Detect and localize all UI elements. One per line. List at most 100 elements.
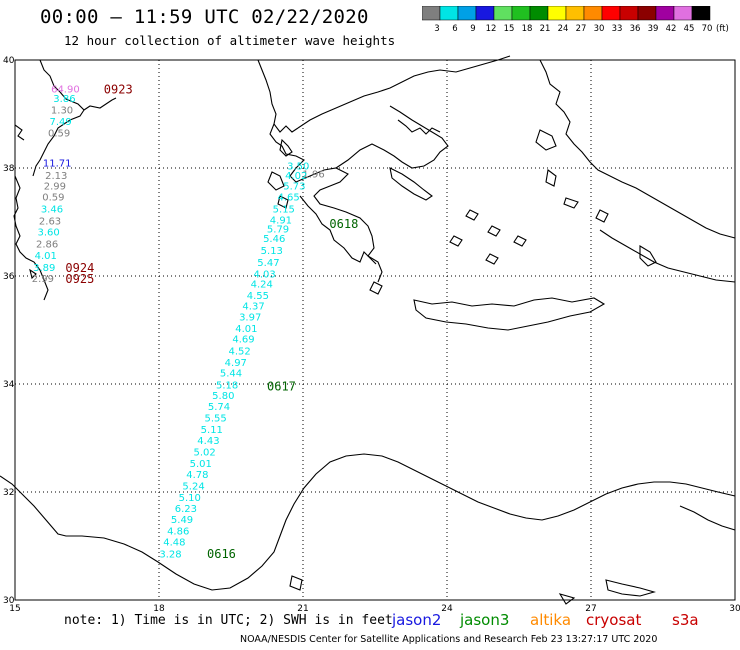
legend-level-label: 18 [522, 24, 533, 34]
satellite-name: jason2 [392, 611, 442, 629]
coastline-malta [29, 268, 37, 280]
coastline-lesbos [535, 129, 557, 151]
legend-level-label: 30 [594, 24, 605, 34]
wave-height-value: 5.02 [193, 448, 215, 459]
legend-level-label: 36 [630, 24, 641, 34]
coastline-island-south [289, 575, 303, 591]
wave-height-value: 3.50 [287, 161, 309, 172]
wave-height-value: 1.96 [302, 169, 324, 180]
wave-height-value: 5.74 [208, 402, 230, 413]
coastline-cyclades-5 [485, 253, 499, 265]
legend-swatch [565, 6, 585, 21]
footer-note: note: 1) Time is in UTC; 2) SWH is in fe… [64, 613, 393, 628]
map-frame [14, 59, 736, 601]
coastline-turkey-west [539, 59, 736, 239]
coastline-turkey-south [599, 229, 736, 283]
coastline-zakynthos [277, 195, 289, 209]
wave-height-value: 5.55 [205, 413, 227, 424]
wave-height-value: 4.03 [253, 269, 275, 280]
coastline-dodecanese [595, 209, 609, 223]
satellite-name: jason3 [460, 611, 510, 629]
lon-tick-label: 30 [729, 604, 740, 614]
wave-height-value: 2.86 [36, 240, 58, 251]
axis-labels: 15 18 21 24 27 30 40 38 36 34 32 30 [3, 56, 740, 614]
lon-tick-label: 21 [297, 604, 308, 614]
satellite-name: cryosat [586, 611, 642, 629]
legend-level-label: 42 [666, 24, 677, 34]
pass-time-label: 0924 [65, 261, 94, 275]
wave-height-value: 0.59 [48, 128, 70, 139]
wave-height-value: 4.43 [197, 436, 219, 447]
pass-time-label: 0925 [65, 272, 94, 286]
wave-height-value: 4.91 [270, 215, 292, 226]
coastline-samos [563, 197, 579, 209]
pass-time-label: 0923 [104, 83, 133, 97]
coastline-kythira [369, 281, 383, 295]
wave-height-value: 4.55 [247, 291, 269, 302]
coastline-egypt-coast [679, 505, 736, 531]
wave-height-value: 5.18 [216, 381, 238, 392]
wave-height-value: 3.28 [159, 550, 181, 561]
coastline-chios [545, 169, 557, 187]
pass-time-label: 0617 [267, 380, 296, 394]
wave-height-value: 4.24 [251, 280, 273, 291]
legend-unit: (ft) [716, 24, 729, 34]
wave-height-value: 4.97 [225, 358, 247, 369]
wave-height-value: 3.89 [33, 263, 55, 274]
legend-level-label: 6 [452, 24, 457, 34]
lat-tick-label: 32 [3, 488, 14, 498]
legend-level-label: 70 [702, 24, 713, 34]
lat-tick-label: 34 [3, 380, 15, 390]
legend-swatch [619, 6, 639, 21]
lat-tick-label: 36 [3, 272, 15, 282]
coastline-albania [257, 59, 299, 133]
coastline-greece-east [335, 105, 449, 169]
legend-level-label: 24 [558, 24, 569, 34]
coastline-rhodes [639, 245, 657, 267]
lon-tick-label: 27 [585, 604, 596, 614]
wave-height-value: 4.48 [163, 538, 185, 549]
wave-height-value: 5.11 [201, 425, 223, 436]
lon-tick-label: 18 [153, 604, 165, 614]
legend-level-label: 21 [540, 24, 551, 34]
coastline-kefalonia [267, 171, 285, 191]
pass-time-label: 0618 [329, 217, 358, 231]
wave-height-value: 3.86 [53, 94, 75, 105]
legend-swatch [422, 6, 441, 21]
legend-swatch [691, 6, 711, 21]
pass-time-label: 0616 [207, 547, 236, 561]
wave-height-value: 2.99 [32, 274, 54, 285]
coastline-cyclades-2 [487, 225, 501, 237]
wave-height-value: 4.02 [285, 171, 307, 182]
legend-level-label: 9 [470, 24, 475, 34]
legend-swatch [601, 6, 621, 21]
lat-tick-label: 40 [3, 56, 15, 66]
coastline-cyclades-1 [465, 209, 479, 221]
wave-height-value: 4.01 [235, 324, 257, 335]
lon-tick-label: 24 [441, 604, 453, 614]
wave-height-value: 3.97 [239, 313, 261, 324]
lat-tick-label: 38 [3, 164, 15, 174]
wave-height-value: 4.86 [167, 526, 189, 537]
wave-height-value: 0.59 [42, 193, 64, 204]
coastline-italy [32, 59, 85, 177]
wave-height-value: 5.80 [212, 391, 234, 402]
wave-height-value: 3.60 [37, 228, 59, 239]
legend-level-label: 3 [434, 24, 439, 34]
wave-height-value: 64.90 [51, 85, 80, 96]
wave-height-marks: 64.903.861.307.490.5911.712.132.990.593.… [32, 85, 325, 561]
coastline-libya-west [0, 453, 736, 591]
legend-level-label: 45 [684, 24, 695, 34]
coastlines [0, 55, 736, 605]
coastline-corfu [279, 138, 293, 157]
wave-height-value: 4.52 [229, 347, 251, 358]
coastline-cyclades-3 [513, 235, 527, 247]
legend-swatch [511, 6, 531, 21]
coastline-cyclades-4 [449, 235, 463, 247]
wave-height-value: 5.10 [179, 493, 201, 504]
wave-height-value: 5.15 [273, 205, 295, 216]
coastline-sicily [13, 175, 49, 301]
wave-height-value: 11.71 [43, 159, 72, 170]
wave-height-value: 5.46 [263, 234, 285, 245]
